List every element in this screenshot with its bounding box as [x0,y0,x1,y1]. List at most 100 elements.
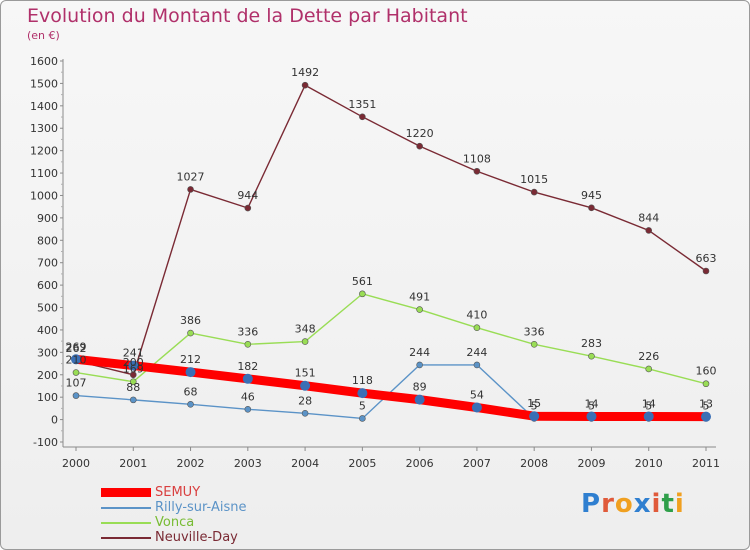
data-point-Neuville-Day [359,113,366,121]
data-point-SEMUY [357,388,368,399]
data-point-Rilly-sur-Aisne [244,405,252,413]
data-label-Neuville-Day: 844 [638,211,659,224]
data-point-SEMUY [71,354,81,365]
data-point-Neuville-Day [301,81,309,89]
y-tick-label: 500 [37,302,58,315]
data-point-Rilly-sur-Aisne [416,361,423,369]
proxiti-logo: Proxiti [581,489,685,519]
data-point-SEMUY [586,411,597,422]
x-tick-label: 2003 [234,457,262,470]
data-label-Vonca: 386 [180,314,201,327]
data-label-Neuville-Day: 262 [66,342,87,355]
data-point-Rilly-sur-Aisne [72,392,80,399]
y-tick-label: 100 [37,391,58,404]
data-point-Neuville-Day [187,186,194,193]
legend-item: Rilly-sur-Aisne [101,500,321,515]
x-tick-label: 2001 [119,457,147,470]
data-label-Rilly-sur-Aisne: 244 [466,346,487,359]
data-point-Vonca [473,324,481,332]
series-line-SEMUY [71,354,711,422]
data-point-Vonca [416,306,423,313]
x-tick-label: 2002 [177,457,205,470]
y-tick-label: 300 [37,346,58,359]
legend-label: Rilly-sur-Aisne [155,500,247,515]
data-label-Vonca: 410 [466,309,487,322]
data-point-Vonca [187,329,194,337]
logo-letter: x [633,489,652,519]
y-tick-label: 700 [37,257,58,270]
data-point-SEMUY [300,380,311,391]
data-label-Neuville-Day: 200 [123,356,144,369]
data-label-SEMUY: 151 [295,367,316,380]
y-tick-label: 400 [37,324,58,337]
data-label-SEMUY: 89 [413,381,427,394]
data-label-Neuville-Day: 1027 [177,170,205,183]
y-tick-label: 1500 [30,77,58,90]
data-label-Rilly-sur-Aisne: 68 [184,385,198,398]
y-tick-label: 1000 [30,189,58,202]
y-tick-label: 600 [37,279,58,292]
data-point-Vonca [530,340,538,348]
chart-subtitle: (en €) [27,29,60,42]
data-label-Vonca: 561 [352,275,373,288]
data-point-Neuville-Day [702,267,710,275]
data-label-SEMUY: 14 [642,397,656,410]
x-tick-label: 2005 [348,457,376,470]
x-tick-label: 2009 [577,457,605,470]
data-label-Rilly-sur-Aisne: 88 [126,381,140,394]
data-label-Vonca: 336 [237,325,258,338]
data-label-Vonca: 169 [123,363,144,376]
legend-swatch [101,537,151,539]
y-tick-label: 800 [37,234,58,247]
data-label-SEMUY: 118 [352,374,373,387]
legend-swatch [101,507,151,509]
data-label-Neuville-Day: 945 [581,189,602,202]
y-tick-label: 900 [37,212,58,225]
y-tick-label: 1300 [30,122,58,135]
data-point-SEMUY [242,373,253,384]
legend-swatch [101,488,151,497]
logo-letter: P [581,489,602,519]
y-tick-label: 1400 [30,100,58,113]
data-point-SEMUY [529,411,540,422]
x-tick-label: 2006 [406,457,434,470]
data-label-Neuville-Day: 1492 [291,66,319,79]
data-point-SEMUY [471,402,482,413]
data-point-Vonca [244,340,252,348]
data-point-Rilly-sur-Aisne [129,396,137,404]
data-label-SEMUY: 13 [699,398,713,411]
x-tick-label: 2000 [62,457,90,470]
data-label-Rilly-sur-Aisne: 5 [703,399,710,412]
series-line-Neuville-Day [75,84,707,376]
logo-letter: o [614,489,634,519]
data-label-Neuville-Day: 1015 [520,173,548,186]
data-point-Vonca [588,352,595,360]
data-label-Rilly-sur-Aisne: 5 [359,399,366,412]
legend: SEMUY Rilly-sur-Aisne Vonca Neuville-Day [101,485,321,545]
data-label-Vonca: 226 [638,350,659,363]
data-point-Vonca [359,290,366,298]
data-point-Rilly-sur-Aisne [473,361,481,369]
y-tick-label: -100 [33,436,58,449]
data-label-SEMUY: 15 [527,397,541,410]
logo-letter: r [601,489,615,519]
data-point-SEMUY [643,411,654,422]
logo-letter: i [674,489,685,519]
x-tick-label: 2004 [291,457,319,470]
y-tick-label: 1200 [30,145,58,158]
data-point-Neuville-Day [473,167,481,175]
data-label-Vonca: 491 [409,291,430,304]
data-label-Rilly-sur-Aisne: 46 [241,390,255,403]
y-tick-label: 0 [51,414,58,427]
data-label-Vonca: 160 [696,365,717,378]
data-point-SEMUY [128,360,139,371]
data-label-Rilly-sur-Aisne: 107 [66,377,87,390]
y-tick-label: 1100 [30,167,58,180]
series-line-Vonca [75,293,707,385]
data-point-Vonca [72,369,80,376]
legend-label: SEMUY [155,485,201,500]
data-point-Neuville-Day [588,204,595,212]
data-label-SEMUY: 182 [237,360,258,373]
data-label-Rilly-sur-Aisne: 5 [531,399,538,412]
